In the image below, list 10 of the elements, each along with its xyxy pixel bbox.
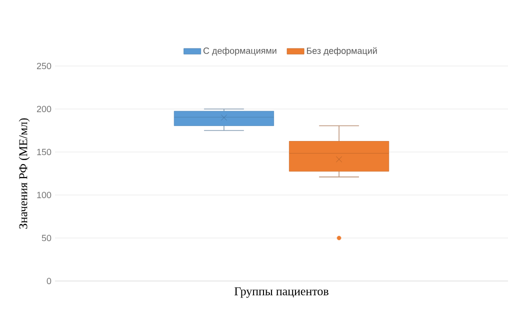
y-tick-label: 50: [42, 234, 52, 242]
y-tick-label: 250: [36, 62, 52, 70]
y-tick-label: 200: [36, 106, 52, 112]
legend-label: Без деформаций: [306, 47, 377, 56]
x-axis-title: Группы пациентов: [234, 287, 328, 298]
y-tick-label: 100: [37, 192, 52, 198]
legend-label: С деформациями: [203, 47, 276, 56]
y-axis-title: Значения РФ (МЕ/мл): [18, 118, 30, 229]
y-tick-label: 0: [46, 278, 52, 284]
y-tick-label: 150: [37, 148, 52, 156]
